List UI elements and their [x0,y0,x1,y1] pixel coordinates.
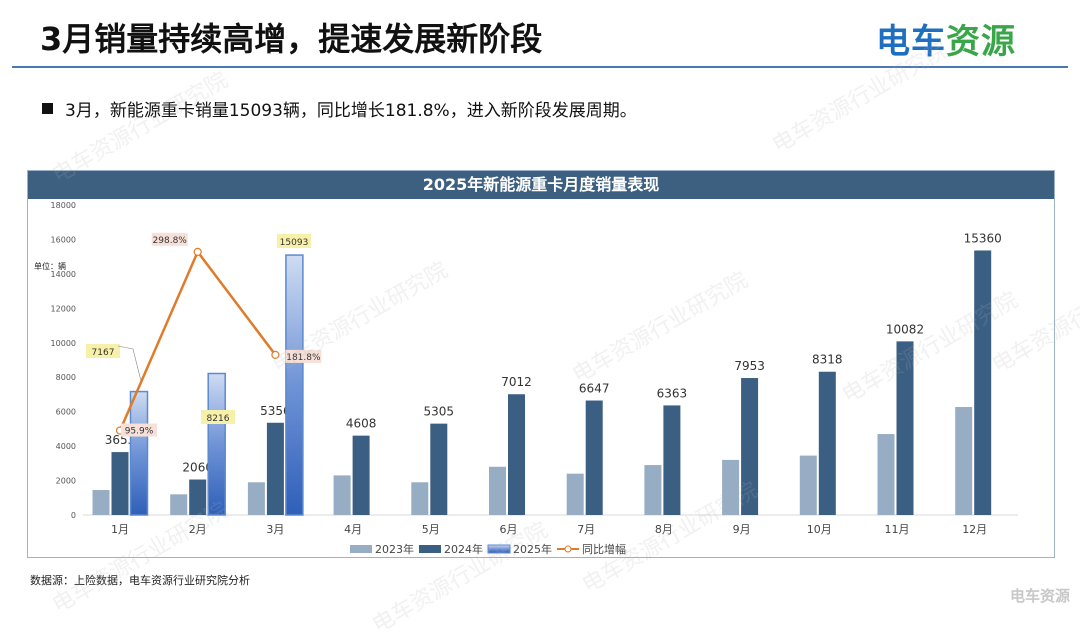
y-tick-label: 8000 [56,373,76,382]
x-tick-label: 5月 [422,523,440,536]
x-tick-label: 3月 [266,523,284,536]
corner-watermark: 电车资源 [1009,587,1070,605]
label-box-yoy [285,349,322,363]
bar-2023 [92,490,110,515]
bar-label-2024: 7012 [501,375,532,389]
yoy-label: 95.9% [125,427,154,437]
bar-2025 [285,254,304,516]
label-box-2025 [86,344,120,358]
bar-2024 [818,371,836,515]
summary-text: 3月，新能源重卡销量15093辆，同比增长181.8%，进入新阶段发展周期。 [65,101,637,121]
yoy-label: 181.8% [286,353,321,363]
bar-label-2024: 7953 [734,359,765,373]
legend-swatch [419,545,441,553]
x-tick-label: 10月 [807,523,832,536]
label-box-yoy [121,423,157,437]
legend-label: 2025年 [513,542,552,556]
bar-2024 [430,423,448,515]
y-tick-label: 14000 [51,270,76,279]
bar-2024 [663,405,681,515]
bar-2023 [955,407,973,515]
bar-label-2025: 8216 [207,414,230,424]
bar-2024 [974,250,992,515]
bullet-square-icon [42,103,53,114]
bar-2024 [585,400,603,515]
bar-chart: 0 2000 4000 6000 8000 10000 12000 14000 16000 180… [34,201,1018,556]
y-tick-label: 0 [71,511,76,520]
bar-2023 [877,434,895,515]
chart-panel: 2025年新能源重卡月度销量表现 0 2000 4000 6000 8000 10000 1… [27,170,1055,558]
bar-2025 [129,390,149,516]
bar-label-2024: 6363 [657,386,688,400]
legend-label: 2024年 [444,542,483,556]
bar-2023 [247,482,265,515]
title-divider [12,66,1068,68]
bar-2025 [207,372,226,516]
bar-label-2024: 6647 [579,382,610,396]
bar-label-2024: 10082 [886,322,924,336]
legend-label: 同比增幅 [582,542,626,556]
y-tick-label: 6000 [56,408,76,417]
x-tick-label: 2月 [189,523,207,536]
bar-2024 [189,479,207,515]
legend-marker-icon [564,545,572,553]
bar-2023 [722,459,740,515]
bar-2024 [741,378,759,515]
bar-label-2024: 15360 [964,231,1002,245]
bar-label-2024: 3653 [105,433,136,447]
bar-2024 [266,422,284,515]
x-tick-label: 12月 [962,523,987,536]
label-box-2025 [277,234,311,248]
data-source: 数据源：上险数据，电车资源行业研究院分析 [30,574,250,587]
x-tick-label: 1月 [111,523,129,536]
bar-label-2024: 2060 [182,461,213,475]
x-tick-label: 9月 [733,523,751,536]
bar-2024 [352,435,370,515]
bar-2024 [896,341,914,515]
unit-label: 单位：辆 [34,261,66,271]
y-tick-label: 18000 [51,201,76,210]
y-tick-label: 2000 [56,477,76,486]
y-tick-label: 16000 [51,235,76,244]
yoy-point [271,350,280,359]
bar-label-2024: 8318 [812,353,843,367]
legend-swatch [487,544,511,554]
bar-label-2024: 4608 [346,417,377,431]
y-tick-label: 12000 [51,304,76,313]
bar-2024 [111,452,129,515]
bar-2023 [566,473,584,515]
legend-swatch [350,545,372,553]
chart-title: 2025年新能源重卡月度销量表现 [28,171,1054,199]
page-title: 3月销量持续高增，提速发展新阶段 [40,20,543,58]
bar-label-2025: 15093 [280,238,309,248]
yoy-label: 298.8% [153,236,188,246]
bar-2023 [799,455,817,515]
x-tick-label: 7月 [577,523,595,536]
bar-2023 [333,475,351,515]
bar-2023 [489,466,506,515]
legend-label: 2023年 [375,542,414,556]
y-tick-label: 10000 [51,339,76,348]
summary-bullet: 3月，新能源重卡销量15093辆，同比增长181.8%，进入新阶段发展周期。 [42,96,637,121]
bar-label-2024: 5305 [424,405,455,419]
bar-2023 [411,482,429,515]
bar-2023 [644,465,662,515]
bar-label-2024: 5356 [260,404,291,418]
brand-logo: 电车资源 [876,22,1016,62]
x-tick-label: 6月 [500,523,518,536]
yoy-point [193,247,202,256]
bar-2023 [170,494,188,515]
bar-2024 [508,394,525,515]
label-box-yoy [151,232,188,246]
y-tick-label: 4000 [56,442,76,451]
label-box-2025 [201,410,235,424]
x-tick-label: 4月 [344,523,362,536]
leader-line [117,345,142,382]
x-tick-label: 11月 [885,523,910,536]
x-tick-label: 8月 [655,523,673,536]
bar-label-2025: 7167 [92,348,115,358]
